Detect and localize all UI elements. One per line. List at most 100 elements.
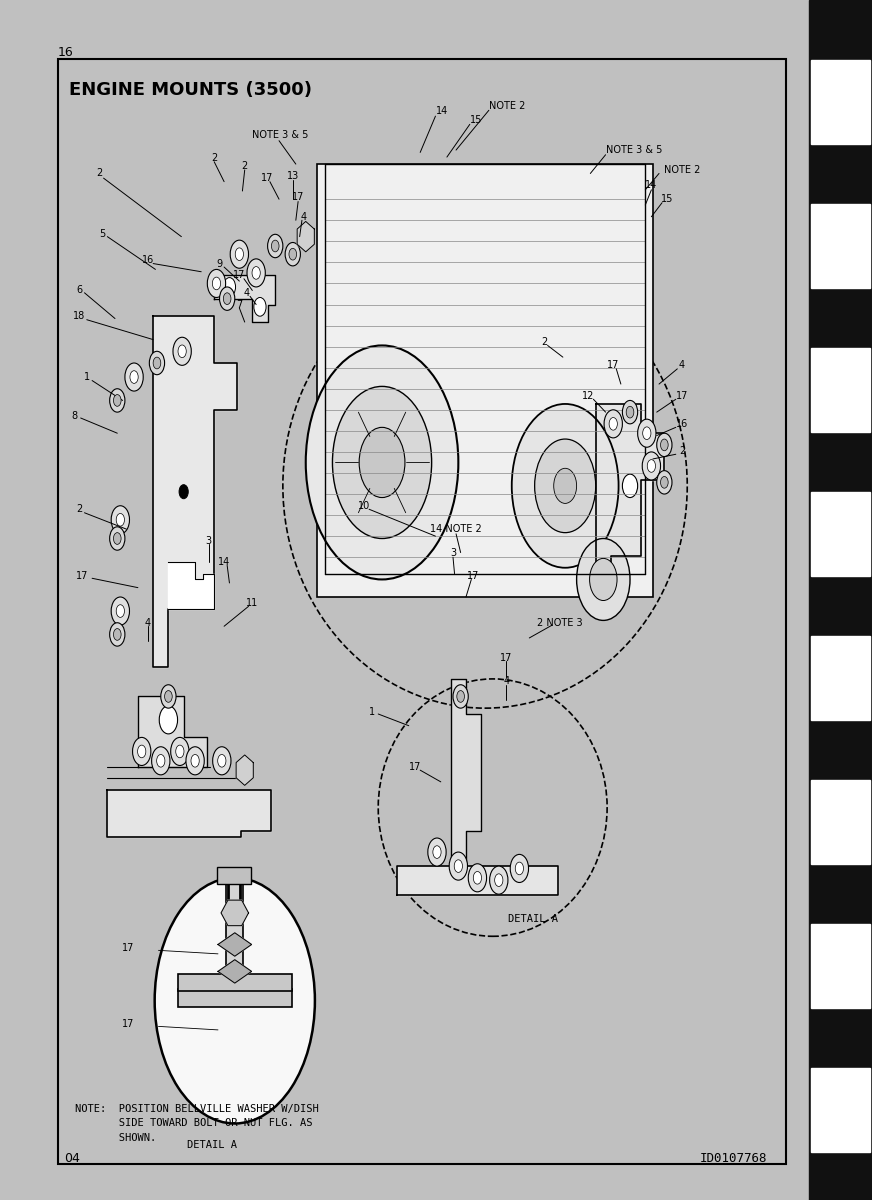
Circle shape	[160, 685, 176, 708]
Text: 14: 14	[218, 557, 230, 566]
Circle shape	[637, 419, 656, 448]
Circle shape	[473, 871, 481, 884]
Circle shape	[512, 404, 618, 568]
Text: 17: 17	[233, 270, 246, 281]
Text: SIDE TOWARD BOLT OR NUT FLG. AS: SIDE TOWARD BOLT OR NUT FLG. AS	[75, 1118, 312, 1128]
Polygon shape	[168, 562, 215, 608]
Circle shape	[157, 755, 165, 767]
Polygon shape	[107, 790, 271, 836]
Polygon shape	[297, 222, 314, 252]
Text: NOTE:  POSITION BELLVILLE WASHER W/DISH: NOTE: POSITION BELLVILLE WASHER W/DISH	[75, 1104, 318, 1115]
Circle shape	[179, 485, 188, 499]
Circle shape	[173, 337, 191, 365]
Circle shape	[515, 862, 523, 875]
Text: 11: 11	[246, 598, 258, 608]
Text: 17: 17	[467, 571, 480, 581]
Circle shape	[247, 259, 265, 287]
Text: 15: 15	[470, 115, 482, 125]
Circle shape	[154, 878, 315, 1123]
Circle shape	[208, 269, 226, 298]
Text: 14: 14	[645, 180, 657, 190]
Text: 17: 17	[501, 653, 513, 662]
Circle shape	[171, 737, 189, 766]
Polygon shape	[398, 866, 557, 895]
Circle shape	[285, 242, 300, 266]
Polygon shape	[215, 275, 276, 322]
Circle shape	[453, 685, 468, 708]
Text: NOTE 2: NOTE 2	[489, 101, 525, 110]
Circle shape	[133, 737, 151, 766]
Text: NOTE 2: NOTE 2	[664, 164, 701, 175]
Circle shape	[428, 838, 446, 866]
Circle shape	[554, 468, 576, 504]
Text: 4: 4	[678, 360, 685, 371]
Text: 2: 2	[97, 168, 103, 179]
Circle shape	[165, 691, 172, 702]
Text: 4: 4	[300, 211, 307, 222]
Circle shape	[235, 248, 243, 260]
Circle shape	[152, 746, 170, 775]
Circle shape	[657, 433, 672, 456]
Circle shape	[535, 439, 596, 533]
Circle shape	[125, 362, 143, 391]
Circle shape	[604, 410, 623, 438]
Text: 10: 10	[358, 500, 371, 511]
Text: 2: 2	[76, 504, 82, 515]
Text: 16: 16	[141, 256, 154, 265]
Circle shape	[186, 746, 204, 775]
Text: 1: 1	[369, 707, 375, 716]
Text: ENGINE MOUNTS (3500): ENGINE MOUNTS (3500)	[69, 82, 312, 100]
Circle shape	[449, 852, 467, 880]
Polygon shape	[451, 679, 481, 866]
Circle shape	[643, 427, 651, 439]
Circle shape	[660, 439, 668, 451]
Text: 1: 1	[84, 372, 90, 382]
Circle shape	[138, 745, 146, 757]
Circle shape	[576, 539, 630, 620]
Circle shape	[113, 629, 121, 641]
Circle shape	[643, 452, 661, 480]
Text: 8: 8	[72, 410, 78, 421]
Circle shape	[223, 277, 235, 296]
Circle shape	[110, 389, 125, 412]
Circle shape	[110, 623, 125, 646]
Text: SHOWN.: SHOWN.	[75, 1133, 156, 1142]
Circle shape	[457, 691, 465, 702]
Circle shape	[112, 596, 129, 625]
Circle shape	[116, 605, 125, 617]
Text: 5: 5	[99, 229, 106, 239]
Circle shape	[116, 514, 125, 526]
Text: 3: 3	[206, 536, 212, 546]
Text: 2: 2	[242, 162, 248, 172]
Circle shape	[589, 558, 617, 600]
Text: 17: 17	[122, 943, 134, 953]
Circle shape	[433, 846, 441, 858]
Text: 7: 7	[236, 300, 242, 310]
FancyBboxPatch shape	[317, 164, 653, 596]
Text: 2: 2	[211, 154, 217, 163]
Bar	[217, 868, 251, 883]
Text: 18: 18	[73, 311, 85, 322]
Text: 12: 12	[582, 391, 594, 401]
Bar	[178, 989, 292, 1007]
Circle shape	[626, 407, 634, 418]
Text: 4: 4	[244, 288, 250, 298]
Circle shape	[153, 358, 160, 368]
Text: 17: 17	[76, 571, 88, 581]
Circle shape	[610, 418, 617, 430]
Text: 17: 17	[676, 391, 688, 401]
Text: DETAIL A: DETAIL A	[508, 913, 558, 924]
Circle shape	[191, 755, 199, 767]
Polygon shape	[221, 900, 249, 925]
Circle shape	[230, 240, 249, 269]
Circle shape	[268, 234, 283, 258]
Circle shape	[113, 533, 121, 545]
Circle shape	[112, 505, 129, 534]
Polygon shape	[153, 316, 237, 667]
Polygon shape	[596, 404, 664, 586]
Circle shape	[254, 298, 266, 316]
Circle shape	[110, 527, 125, 550]
Circle shape	[213, 277, 221, 289]
Circle shape	[220, 287, 235, 311]
Text: 17: 17	[409, 762, 421, 772]
